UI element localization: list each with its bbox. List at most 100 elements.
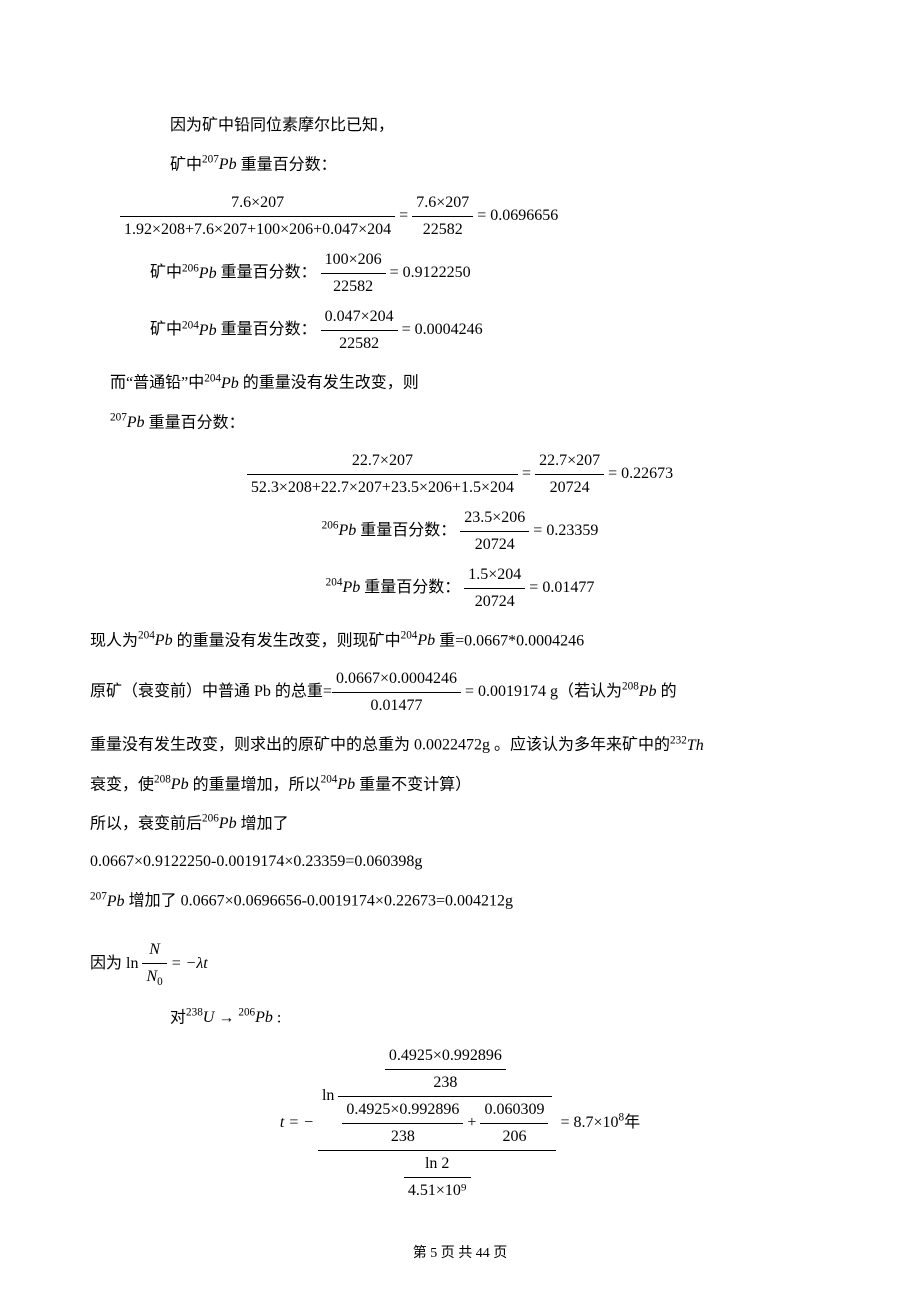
text: 重量百分数： xyxy=(217,265,317,282)
isotope: 208Pb xyxy=(154,776,189,793)
plus: + xyxy=(467,1114,480,1131)
text: 现人为 xyxy=(90,632,138,649)
isotope: 238U xyxy=(186,1009,214,1026)
numerator: 23.5×206 xyxy=(460,506,529,532)
text: 矿中 xyxy=(150,322,182,339)
equation-large: t = − ln 0.4925×0.992896 238 0.4925×0.99… xyxy=(90,1044,830,1203)
equation: 206Pb 重量百分数： 23.5×206 20724 = 0.23359 xyxy=(90,506,830,557)
paragraph: 而“普通铅”中204Pb 的重量没有发生改变，则 xyxy=(110,370,830,395)
denominator: 22582 xyxy=(321,331,398,356)
denominator: 22582 xyxy=(321,274,386,299)
text: 重量没有发生改变，则求出的原矿中的总重为 0.0022472g 。应该认为多年来… xyxy=(90,737,670,754)
isotope: 206Pb xyxy=(238,1009,273,1026)
isotope: 204Pb xyxy=(321,776,356,793)
numerator: 22.7×207 xyxy=(247,449,518,475)
numerator: 0.0667×0.0004246 xyxy=(332,667,461,693)
equation: 204Pb 重量百分数： 1.5×204 20724 = 0.01477 xyxy=(90,563,830,614)
text: 的重量没有发生改变，则现矿中 xyxy=(173,632,401,649)
denominator: 52.3×208+22.7×207+23.5×206+1.5×204 xyxy=(247,475,518,500)
numerator: 7.6×207 xyxy=(412,191,473,217)
paragraph: 因为 ln N N0 = −λt xyxy=(90,938,830,991)
paragraph: 对238U → 206Pb : xyxy=(170,1005,830,1030)
paragraph: 原矿（衰变前）中普通 Pb 的总重= 0.0667×0.0004246 0.01… xyxy=(90,667,830,718)
text: 重量百分数： xyxy=(356,522,456,539)
paragraph: 现人为204Pb 的重量没有发生改变，则现矿中204Pb 重=0.0667*0.… xyxy=(90,628,830,653)
denominator: 238 xyxy=(385,1070,506,1095)
isotope: 206Pb xyxy=(182,265,217,282)
denominator: 20724 xyxy=(464,589,525,614)
text: 重量百分数： xyxy=(237,156,337,173)
numerator: 100×206 xyxy=(321,248,386,274)
value: 0.23359 xyxy=(546,522,598,539)
result: = 8.7×108年 xyxy=(560,1114,640,1131)
isotope: 207Pb xyxy=(202,156,237,173)
page-footer: 第 5 页 共 44 页 xyxy=(90,1243,830,1264)
text: 原矿（衰变前）中普通 Pb 的总重= xyxy=(90,683,332,700)
denominator: 4.51×10⁹ xyxy=(404,1178,471,1203)
text: = −λt xyxy=(171,955,208,972)
value: 0.22673 xyxy=(621,465,673,482)
text: 重量百分数： xyxy=(145,414,245,431)
text: = 0.0019174 g（若认为 xyxy=(461,683,622,700)
numerator: 1.5×204 xyxy=(464,563,525,589)
value: 0.9122250 xyxy=(403,265,471,282)
denominator: N0 xyxy=(142,964,166,991)
text: 衰变，使 xyxy=(90,776,154,793)
isotope: 208Pb xyxy=(622,683,657,700)
text: 所以，衰变前后 xyxy=(90,815,202,832)
denominator: 22582 xyxy=(412,217,473,242)
denominator: 20724 xyxy=(535,475,604,500)
denominator: 238 xyxy=(342,1124,463,1149)
equation: 矿中204Pb 重量百分数： 0.047×204 22582 = 0.00042… xyxy=(150,305,830,356)
text: 重量不变计算） xyxy=(355,776,471,793)
numerator: 7.6×207 xyxy=(120,191,395,217)
isotope: 207Pb xyxy=(110,414,145,431)
text: 增加了 0.0667×0.0696656-0.0019174×0.22673=0… xyxy=(125,893,513,910)
denominator: 20724 xyxy=(460,532,529,557)
value: 0.0696656 xyxy=(490,208,558,225)
equation: 7.6×207 1.92×208+7.6×207+100×206+0.047×2… xyxy=(120,191,830,242)
numerator: 0.4925×0.992896 xyxy=(385,1044,506,1070)
paragraph: 衰变，使208Pb 的重量增加，所以204Pb 重量不变计算） xyxy=(90,772,830,797)
text: 的 xyxy=(657,683,677,700)
page-content: 因为矿中铅同位素摩尔比已知， 矿中207Pb 重量百分数： 7.6×207 1.… xyxy=(0,0,920,1304)
denominator: 206 xyxy=(480,1124,548,1149)
isotope: 204Pb xyxy=(138,632,173,649)
isotope: 204Pb xyxy=(204,375,239,392)
isotope: 232Th xyxy=(670,737,704,754)
value: 0.01477 xyxy=(542,579,594,596)
text: 对 xyxy=(170,1009,186,1026)
equation: 矿中206Pb 重量百分数： 100×206 22582 = 0.9122250 xyxy=(150,248,830,299)
paragraph: 所以，衰变前后206Pb 增加了 xyxy=(90,811,830,836)
denominator: 1.92×208+7.6×207+100×206+0.047×204 xyxy=(120,217,395,242)
isotope: 207Pb xyxy=(90,893,125,910)
text: 的重量没有发生改变，则 xyxy=(239,375,419,392)
paragraph: 重量没有发生改变，则求出的原矿中的总重为 0.0022472g 。应该认为多年来… xyxy=(90,732,830,757)
text: 重=0.0667*0.0004246 xyxy=(435,632,584,649)
isotope: 204Pb xyxy=(182,322,217,339)
text: 的重量增加，所以 xyxy=(189,776,321,793)
numerator: 0.047×204 xyxy=(321,305,398,331)
isotope: 204Pb xyxy=(326,579,361,596)
denominator: 0.01477 xyxy=(332,693,461,718)
text: 矿中 xyxy=(170,156,202,173)
text: 而“普通铅”中 xyxy=(110,375,204,392)
isotope: 206Pb xyxy=(322,522,357,539)
paragraph: 因为矿中铅同位素摩尔比已知， xyxy=(170,114,830,138)
numerator: 22.7×207 xyxy=(535,449,604,475)
text: : xyxy=(273,1009,281,1026)
numerator: 0.4925×0.992896 xyxy=(342,1098,463,1124)
numerator: N xyxy=(142,938,166,964)
numerator: 0.060309 xyxy=(480,1098,548,1124)
text: 增加了 xyxy=(237,815,289,832)
isotope: 204Pb xyxy=(401,632,436,649)
numerator: ln 2 xyxy=(404,1152,471,1178)
paragraph: 0.0667×0.9122250-0.0019174×0.23359=0.060… xyxy=(90,850,830,874)
text: 矿中 xyxy=(150,265,182,282)
arrow: → xyxy=(214,1009,238,1026)
value: 0.0004246 xyxy=(415,322,483,339)
equation: 22.7×207 52.3×208+22.7×207+23.5×206+1.5×… xyxy=(90,449,830,500)
paragraph: 207Pb 增加了 0.0667×0.0696656-0.0019174×0.2… xyxy=(90,888,830,913)
paragraph: 207Pb 重量百分数： xyxy=(110,410,830,435)
text: 重量百分数： xyxy=(217,322,317,339)
